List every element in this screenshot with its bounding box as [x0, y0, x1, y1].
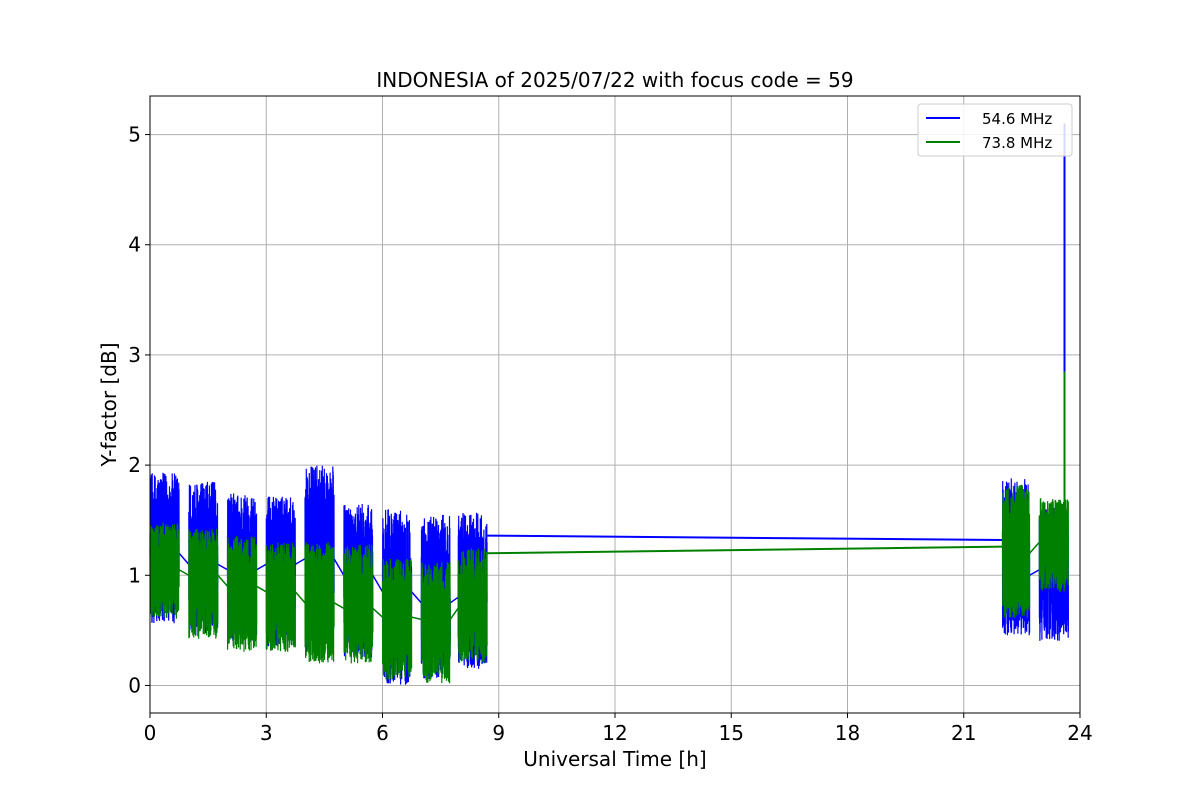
series-segment — [1001, 485, 1031, 618]
series-connector — [487, 545, 1003, 555]
series-gap-line — [372, 574, 384, 593]
series-gap-line — [411, 616, 422, 621]
series-segment — [304, 542, 335, 664]
series-gap-line — [294, 558, 306, 565]
x-tick-label: 21 — [951, 721, 976, 745]
x-tick-label: 0 — [144, 721, 157, 745]
series-segment — [188, 529, 219, 639]
legend-label-54-6: 54.6 MHz — [982, 110, 1052, 128]
x-axis-title: Universal Time [h] — [523, 747, 706, 771]
series-gap-line — [410, 591, 422, 604]
series-gap-line — [1029, 569, 1040, 576]
series-segment — [1038, 498, 1070, 592]
series-gap-line — [333, 602, 345, 609]
series-segment — [265, 542, 296, 652]
series-gap-line — [256, 563, 267, 571]
series-segment — [457, 548, 488, 664]
series-segment — [149, 522, 180, 619]
y-tick-label: 3 — [128, 343, 141, 367]
plot-data — [149, 123, 1070, 685]
x-tick-label: 15 — [719, 721, 744, 745]
legend-label-73-8: 73.8 MHz — [982, 134, 1052, 152]
series-gap-line — [333, 558, 345, 576]
y-tick-label: 2 — [128, 453, 141, 477]
y-tick-label: 1 — [128, 563, 141, 587]
series-segment — [381, 558, 413, 680]
series-gap-line — [256, 585, 267, 593]
series-gap-line — [217, 574, 229, 587]
y-tick-label: 5 — [128, 123, 141, 147]
series-gap-line — [1029, 541, 1040, 554]
series-segment — [420, 562, 451, 684]
series-gap-line — [449, 607, 459, 620]
x-tick-label: 12 — [602, 721, 627, 745]
x-tick-label: 9 — [492, 721, 505, 745]
series-gap-line — [294, 591, 306, 604]
series-gap-line — [178, 569, 190, 576]
y-tick-label: 0 — [128, 673, 141, 697]
series-73-8 — [149, 371, 1070, 684]
series-gap-line — [449, 596, 459, 604]
series-segment — [226, 535, 258, 652]
chart-title: INDONESIA of 2025/07/22 with focus code … — [376, 68, 853, 92]
x-tick-label: 3 — [260, 721, 273, 745]
series-gap-line — [178, 552, 190, 565]
x-tick-label: 6 — [376, 721, 389, 745]
x-tick-label: 24 — [1067, 721, 1092, 745]
legend: 54.6 MHz 73.8 MHz — [917, 103, 1073, 157]
series-segment — [343, 544, 374, 664]
series-gap-line — [372, 607, 384, 618]
x-tick-label: 18 — [835, 721, 860, 745]
y-tick-label: 4 — [128, 233, 141, 257]
series-connector — [487, 534, 1003, 542]
series-gap-line — [217, 563, 228, 571]
y-axis-title: Y-factor [dB] — [97, 342, 121, 467]
